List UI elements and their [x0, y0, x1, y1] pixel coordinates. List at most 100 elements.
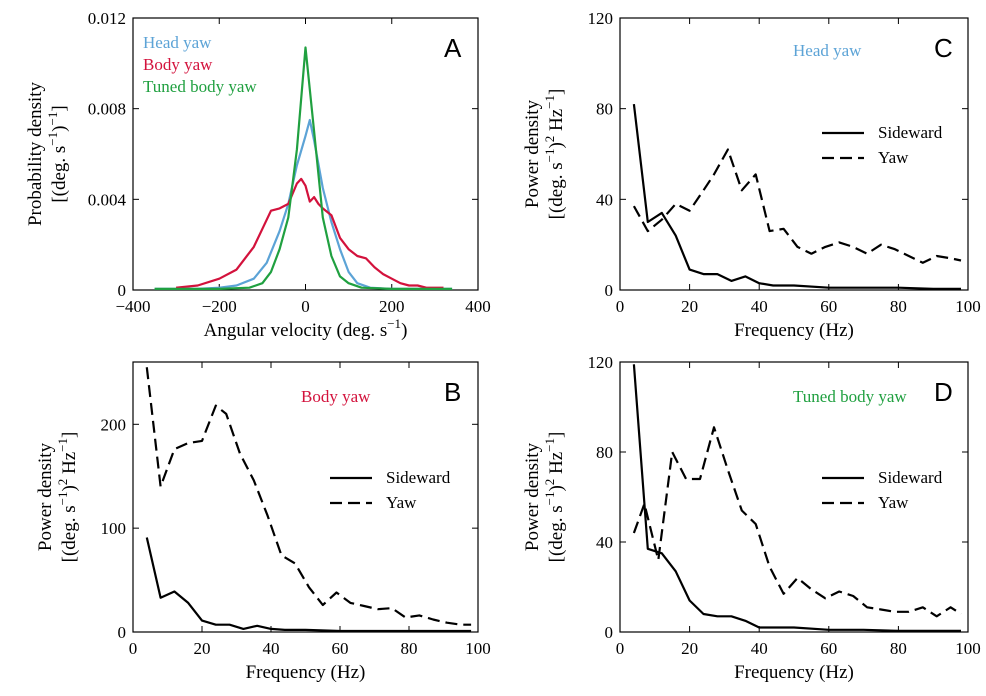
y-label-part: ) [49, 126, 70, 132]
x-tick-label: 60 [332, 639, 349, 658]
y-label-part: [(deg. s [59, 505, 80, 562]
panel-c: 0 20 40 60 80 100 0 40 80 120 Frequency (Hz) Power … [522, 9, 981, 341]
y-axis-label-line2: [(deg. s−1)2 Hz−1] [542, 432, 567, 563]
x-tick-label: 80 [890, 639, 907, 658]
y-tick-label: 0 [605, 281, 614, 300]
y-label-sup: −1 [542, 492, 557, 506]
legend-entry: Sideward [878, 123, 943, 142]
series-line-head-yaw [154, 118, 453, 290]
x-axis-label: Frequency (Hz) [734, 662, 854, 683]
y-label-sup: 2 [542, 479, 557, 486]
y-label-sup: −1 [542, 95, 557, 109]
x-tick-label: 0 [616, 297, 625, 316]
y-label-part: ) [59, 485, 80, 491]
x-axis-label: Frequency (Hz) [246, 662, 366, 683]
x-tick-label: 0 [616, 639, 625, 658]
legend-entry: Body yaw [143, 55, 213, 74]
x-axis-label-text: Frequency (Hz) [734, 320, 854, 341]
y-tick-label: 200 [101, 415, 127, 434]
series-line-yaw [145, 367, 472, 626]
x-tick-label: 20 [194, 639, 211, 658]
panel-letter: A [444, 33, 462, 63]
y-label-sup: −1 [55, 492, 70, 506]
y-tick-label: 0 [118, 623, 127, 642]
y-axis-label-line2: [(deg. s−1)2 Hz−1] [542, 89, 567, 220]
y-tick-label: 0 [118, 281, 127, 300]
x-tick-label: 20 [681, 297, 698, 316]
y-tick-label: 120 [588, 353, 614, 372]
y-label-part: ] [59, 432, 80, 438]
x-axis-label-text: Angular velocity (deg. s [204, 320, 388, 341]
y-tick-label: 120 [588, 9, 614, 28]
x-tick-label: −200 [202, 297, 237, 316]
x-tick-label: −400 [115, 297, 150, 316]
x-axis-label-text: Frequency (Hz) [246, 662, 366, 683]
legend-entry: Yaw [386, 493, 417, 512]
legend-entry: Tuned body yaw [143, 77, 257, 96]
y-axis-label-line2: [(deg. s−1)−1] [45, 105, 70, 202]
y-label-sup: 2 [55, 479, 70, 486]
y-label-sup: −1 [45, 112, 60, 126]
x-tick-label: 40 [751, 639, 768, 658]
axes-frame [619, 361, 969, 633]
y-axis-label-line1: Power density [522, 442, 543, 551]
x-tick-label: 100 [465, 639, 491, 658]
series-line-body-yaw [175, 177, 444, 289]
series-line-sideward [632, 364, 961, 632]
legend-entry: Sideward [878, 468, 943, 487]
x-axis-label-sup: −1 [387, 316, 401, 331]
x-tick-label: 100 [955, 297, 981, 316]
y-tick-label: 40 [596, 190, 613, 209]
y-tick-label: 40 [596, 533, 613, 552]
x-tick-label: 0 [129, 639, 138, 658]
panel-b: 0 20 40 60 80 100 0 100 200 Frequency (Hz) Power d… [35, 361, 491, 683]
x-tick-label: 0 [301, 297, 310, 316]
legend-entry: Head yaw [143, 33, 212, 52]
y-label-part: ] [546, 432, 567, 438]
y-label-sup: −1 [55, 438, 70, 452]
y-label-part: ) [546, 485, 567, 491]
axes-frame [132, 361, 479, 633]
y-tick-label: 100 [101, 519, 127, 538]
legend-entry: Yaw [878, 493, 909, 512]
panel-title: Head yaw [793, 41, 862, 60]
y-tick-label: 0 [605, 623, 614, 642]
series-line-sideward [632, 103, 961, 290]
x-tick-label: 60 [820, 639, 837, 658]
panel-title: Body yaw [301, 387, 371, 406]
x-axis-label: Angular velocity (deg. s−1) [204, 316, 408, 341]
x-tick-label: 40 [263, 639, 280, 658]
y-label-part: [(deg. s [546, 505, 567, 562]
y-label-sup: 2 [542, 136, 557, 143]
x-tick-label: 60 [820, 297, 837, 316]
x-tick-label: 400 [465, 297, 491, 316]
y-tick-label: 0.004 [88, 190, 127, 209]
y-axis-label-line1: Power density [522, 99, 543, 208]
x-axis-label-text: Frequency (Hz) [734, 662, 854, 683]
series-line-tuned-body-yaw [154, 46, 453, 290]
y-axis-label-line2: [(deg. s−1)2 Hz−1] [55, 432, 80, 563]
y-axis-label-line1: Probability density [25, 81, 46, 226]
panel-letter: C [934, 33, 953, 63]
y-label-part: Hz [546, 109, 567, 136]
panel-a: −400 −200 0 200 400 0 0.004 0.008 0.012 Angular v… [25, 9, 491, 341]
y-label-sup: −1 [45, 132, 60, 146]
y-tick-label: 80 [596, 100, 613, 119]
y-axis-label-line1: Power density [35, 442, 56, 551]
panel-title: Tuned body yaw [793, 387, 907, 406]
x-tick-label: 100 [955, 639, 981, 658]
x-tick-label: 80 [401, 639, 418, 658]
series-line-yaw [632, 148, 962, 264]
panel-letter: B [444, 377, 461, 407]
panel-d: 0 20 40 60 80 100 0 40 80 120 Frequency (Hz) Power … [522, 353, 981, 683]
y-label-part: [(deg. s [546, 162, 567, 219]
y-label-sup: −1 [542, 438, 557, 452]
legend-entry: Yaw [878, 148, 909, 167]
panel-letter: D [934, 377, 953, 407]
legend-entry: Sideward [386, 468, 451, 487]
y-label-part: Hz [546, 452, 567, 479]
series-line-sideward [145, 537, 472, 632]
y-label-part: ] [546, 89, 567, 95]
x-axis-label-end: ) [401, 320, 407, 341]
